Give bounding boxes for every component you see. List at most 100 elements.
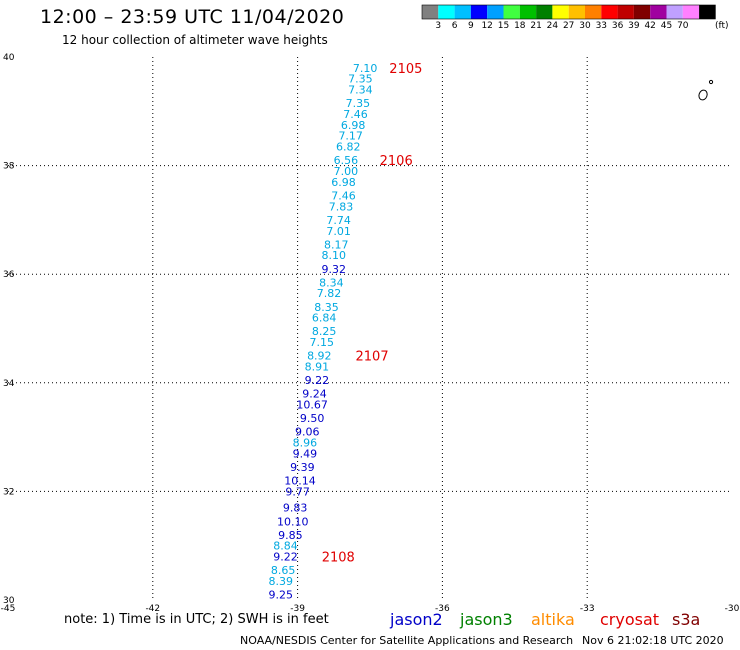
legend-item-cryosat: cryosat <box>600 610 660 629</box>
colorbar-swatch <box>585 5 602 19</box>
chart-title: 12:00 – 23:59 UTC 11/04/2020 <box>40 6 345 28</box>
y-tick-label: 32 <box>3 487 14 497</box>
swh-value-jason2: 7.82 <box>317 287 342 300</box>
swh-value-jason3: 9.49 <box>293 447 318 460</box>
x-tick-label: -33 <box>580 604 595 614</box>
y-tick-label: 40 <box>3 53 15 63</box>
footer-timestamp: Nov 6 21:02:18 UTC 2020 <box>582 634 724 647</box>
colorbar-swatch <box>519 5 537 19</box>
colorbar-label: 27 <box>562 21 575 31</box>
axis-tick-labels: -45 -42 -39 -36 -33 -30 30 32 34 36 38 40 <box>1 53 740 614</box>
colorbar-swatch <box>666 5 683 19</box>
colorbar-swatch <box>422 5 439 19</box>
colorbar-unit: (ft) <box>715 21 729 31</box>
colorbar-swatch <box>633 5 651 19</box>
pass-number-label: 2107 <box>356 350 389 365</box>
swh-value-jason3: 9.25 <box>268 589 293 602</box>
swh-value-jason2: 8.96 <box>293 437 318 450</box>
swh-value-jason2: 6.84 <box>312 312 337 325</box>
swh-value-jason2: 7.01 <box>326 225 351 238</box>
island-outline <box>698 79 714 101</box>
x-tick-label: -42 <box>145 604 160 614</box>
colorbar-label: 33 <box>595 21 608 31</box>
colorbar <box>421 4 716 20</box>
swh-value-jason3: 9.24 <box>302 388 327 401</box>
colorbar-swatch <box>617 5 634 19</box>
colorbar-frame <box>421 4 716 20</box>
swh-value-jason3: 9.83 <box>283 502 308 515</box>
swh-value-jason3: 9.50 <box>300 412 325 425</box>
colorbar-swatch <box>503 5 520 19</box>
colorbar-swatch <box>682 5 700 19</box>
colorbar-label: 6 <box>451 21 458 31</box>
legend-item-jason3: jason3 <box>460 610 513 629</box>
colorbar-label: 21 <box>530 21 542 31</box>
chart-subtitle: 12 hour collection of altimeter wave hei… <box>62 33 328 47</box>
legend-item-s3a: s3a <box>672 610 701 629</box>
island-shape <box>698 89 708 101</box>
swh-value-jason3: 10.10 <box>277 515 309 528</box>
swh-value-jason3: 9.06 <box>295 426 320 439</box>
colorbar-label: 42 <box>644 21 656 31</box>
swh-value-jason2: 7.46 <box>331 189 356 202</box>
colorbar-label: 30 <box>579 21 591 31</box>
x-tick-label: -45 <box>1 604 16 614</box>
colorbar-swatch <box>487 5 504 19</box>
swh-value-jason3: 9.39 <box>290 461 315 474</box>
colorbar-label: 45 <box>660 21 673 31</box>
swh-value-jason2: 7.00 <box>334 165 359 178</box>
colorbar-swatch <box>601 5 618 19</box>
swh-value-jason2: 6.98 <box>331 176 356 189</box>
colorbar-swatch <box>699 5 716 19</box>
swh-value-jason2: 7.35 <box>346 97 371 110</box>
colorbar-swatch <box>438 5 455 19</box>
swh-value-jason2: 8.34 <box>319 276 344 289</box>
colorbar-swatch <box>552 5 569 19</box>
colorbar-swatch <box>470 5 488 19</box>
swh-value-jason2: 8.65 <box>271 564 296 577</box>
chart-grid <box>8 57 732 600</box>
colorbar-label: 70 <box>677 21 689 31</box>
pass-number-label: 2105 <box>389 62 422 77</box>
swh-value-jason3: 10.67 <box>296 399 328 412</box>
swh-value-jason2: 8.91 <box>305 361 330 374</box>
swh-value-jason2: 7.83 <box>329 200 354 213</box>
colorbar-swatch <box>536 5 553 19</box>
colorbar-label: 9 <box>468 21 474 31</box>
pass-number-label: 2108 <box>322 551 355 566</box>
y-tick-label: 36 <box>3 270 15 280</box>
colorbar-swatch <box>454 5 471 19</box>
swh-value-jason2: 7.46 <box>343 108 368 121</box>
colorbar-label: 39 <box>628 21 640 31</box>
swh-value-jason2: 7.74 <box>326 214 351 227</box>
swh-value-jason2: 7.34 <box>348 84 373 97</box>
pass-number-label: 2106 <box>380 154 413 169</box>
island-shape <box>708 79 714 85</box>
swh-value-jason2: 8.25 <box>312 325 337 338</box>
swh-value-jason2: 7.15 <box>309 336 334 349</box>
colorbar-label: 18 <box>514 21 526 31</box>
x-tick-label: -39 <box>290 604 305 614</box>
swh-value-jason2: 8.92 <box>307 350 332 363</box>
x-tick-label: -30 <box>725 604 740 614</box>
swh-value-jason2: 7.17 <box>338 130 363 143</box>
swh-value-jason3: 9.32 <box>322 263 347 276</box>
swh-value-jason2: 7.10 <box>353 62 378 75</box>
swh-value-jason2: 6.56 <box>334 154 359 167</box>
legend-item-altika: altika <box>531 610 575 629</box>
footer-credit: NOAA/NESDIS Center for Satellite Applica… <box>240 634 574 647</box>
swh-value-jason2: 8.39 <box>268 575 293 588</box>
swh-value-jason2: 8.84 <box>273 540 298 553</box>
y-tick-label: 30 <box>3 596 15 606</box>
swh-value-jason2: 6.98 <box>341 119 366 132</box>
legend-item-jason2: jason2 <box>390 610 443 629</box>
y-tick-label: 34 <box>3 379 15 389</box>
colorbar-label: 12 <box>481 21 493 31</box>
swh-value-jason3: 9.77 <box>285 485 310 498</box>
swh-value-jason3: 9.22 <box>305 374 330 387</box>
colorbar-label: 36 <box>611 21 624 31</box>
swh-value-jason2: 7.35 <box>348 73 373 86</box>
swh-value-jason3: 10.14 <box>284 475 316 488</box>
colorbar-label: 24 <box>546 21 559 31</box>
